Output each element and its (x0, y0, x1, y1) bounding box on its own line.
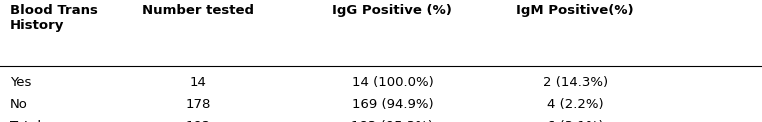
Text: Total: Total (10, 120, 41, 122)
Text: 192: 192 (185, 120, 211, 122)
Text: IgG Positive (%): IgG Positive (%) (332, 4, 453, 17)
Text: 6 (3.1%): 6 (3.1%) (547, 120, 604, 122)
Text: 14: 14 (190, 76, 207, 89)
Text: 183 (95.3%): 183 (95.3%) (351, 120, 434, 122)
Text: No: No (10, 98, 27, 111)
Text: Number tested: Number tested (142, 4, 254, 17)
Text: 4 (2.2%): 4 (2.2%) (547, 98, 604, 111)
Text: 178: 178 (185, 98, 211, 111)
Text: Yes: Yes (10, 76, 31, 89)
Text: IgM Positive(%): IgM Positive(%) (517, 4, 634, 17)
Text: 14 (100.0%): 14 (100.0%) (351, 76, 434, 89)
Text: 169 (94.9%): 169 (94.9%) (351, 98, 434, 111)
Text: 2 (14.3%): 2 (14.3%) (543, 76, 608, 89)
Text: Blood Trans
History: Blood Trans History (10, 4, 98, 32)
